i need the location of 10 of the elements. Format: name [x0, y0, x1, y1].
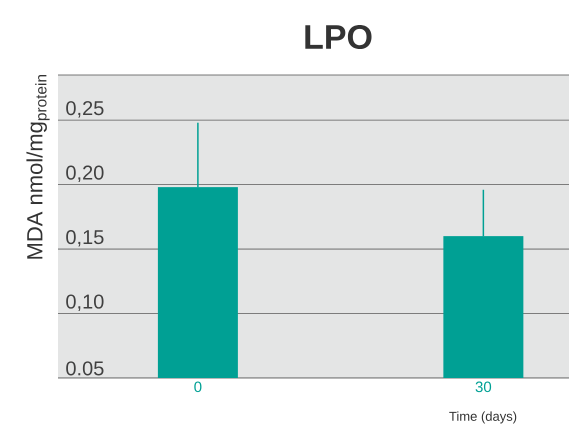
x-tick-label: 0 — [194, 382, 202, 392]
y-tick-label: 0,10 — [66, 294, 104, 311]
chart-title: LPO — [305, 24, 372, 50]
y-tick-label: 0,25 — [66, 101, 104, 118]
y-axis-title: MDA nmol/mg$_{protein}$ — [26, 75, 50, 259]
y-tick-label: 0.05 — [66, 361, 104, 376]
x-axis-title: Time (days) — [449, 411, 516, 424]
y-tick-label: 0,20 — [66, 166, 104, 182]
y-tick-label: 0,15 — [66, 230, 104, 247]
x-tick-label: 30 — [476, 382, 492, 392]
